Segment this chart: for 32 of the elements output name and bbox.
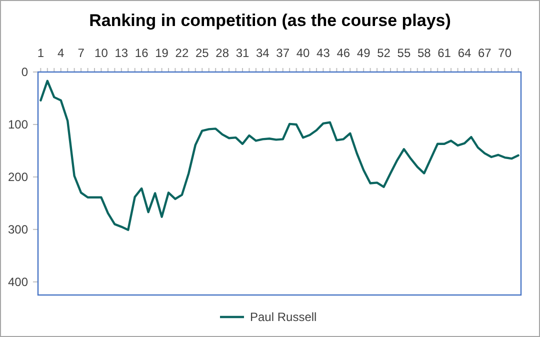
y-tick-label: 100: [8, 117, 28, 132]
x-tick-label: 13: [114, 46, 128, 60]
x-tick-label: 52: [377, 46, 391, 60]
x-tick-label: 22: [175, 46, 189, 60]
x-tick-label: 25: [195, 46, 210, 60]
x-tick-label: 61: [438, 46, 452, 60]
x-tick-label: 4: [58, 46, 65, 60]
y-tick-label: 200: [8, 170, 28, 184]
line-series: [40, 80, 520, 232]
x-tick-label: 58: [417, 46, 432, 60]
x-tick-label: 64: [458, 46, 472, 60]
x-tick-label: 19: [155, 46, 169, 60]
x-tick-label: 34: [256, 46, 270, 60]
x-tick-label: 10: [94, 46, 108, 60]
y-tick-label: 400: [8, 274, 28, 289]
x-tick-label: 37: [276, 46, 290, 60]
y-tick-label: 0: [21, 65, 28, 79]
x-tick-label: 70: [498, 46, 512, 60]
x-tick-label: 1: [37, 46, 44, 60]
x-tick-label: 46: [336, 46, 350, 60]
x-tick-label: 49: [356, 46, 371, 60]
x-tick-label: 28: [216, 46, 230, 60]
x-tick-label: 43: [316, 46, 330, 60]
y-tick-label: 300: [8, 222, 28, 236]
x-tick-label: 16: [134, 46, 149, 60]
chart-title: Ranking in competition (as the course plays): [89, 11, 451, 30]
x-tick-label: 67: [478, 46, 492, 60]
x-tick-label: 7: [78, 46, 85, 60]
x-tick-label: 31: [236, 46, 250, 60]
x-tick-label: 55: [397, 46, 411, 60]
x-tick-label: 40: [296, 46, 310, 60]
legend-label: Paul Russell: [250, 310, 317, 324]
